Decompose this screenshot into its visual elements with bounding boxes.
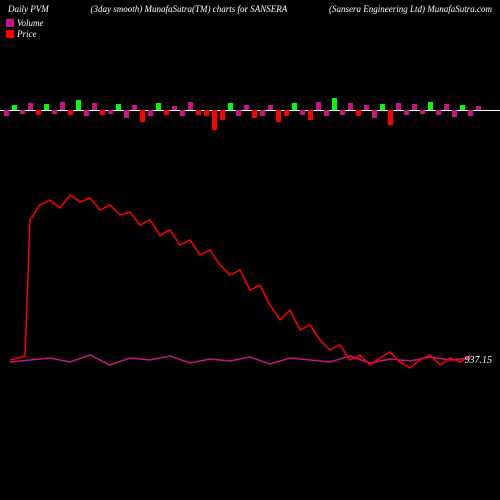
volume-bar [28,103,33,110]
volume-bar [12,105,17,110]
volume-bar [148,110,153,116]
legend-label-price: Price [17,29,37,39]
volume-line [10,355,470,365]
volume-bar [84,110,89,116]
volume-bar [332,98,337,110]
header-center-title: (3day smooth) MunafaSutra(TM) charts for… [91,4,288,14]
volume-bar [188,102,193,110]
volume-baseline [0,110,500,111]
volume-bar [164,110,169,115]
header-right-title: (Sansera Engineering Ltd) MunafaSutra.co… [329,4,492,14]
volume-bar [76,100,81,110]
current-price-label: 937.15 [465,355,493,366]
volume-bar [348,103,353,110]
volume-bar [268,105,273,110]
volume-bar [316,102,321,110]
header-left-title: Daily PVM [8,4,49,14]
volume-bar [444,104,449,110]
volume-bar [340,110,345,115]
volume-bar [244,105,249,110]
volume-oscillator-panel [0,80,500,140]
volume-bar [20,110,25,114]
volume-bar [468,110,473,116]
price-line-chart [10,180,470,410]
volume-bar [292,103,297,110]
chart-legend: Volume Price [6,18,44,40]
legend-item-volume: Volume [6,18,44,28]
volume-bar [44,104,49,110]
volume-bar [4,110,9,116]
volume-bar [476,106,481,110]
volume-bar [100,110,105,115]
chart-header: Daily PVM (3day smooth) MunafaSutra(TM) … [0,4,500,14]
legend-item-price: Price [6,29,44,39]
price-line [10,195,470,368]
volume-bar [116,104,121,110]
volume-bar [364,105,369,110]
volume-bar [228,103,233,110]
volume-bar [396,103,401,110]
volume-bar [380,104,385,110]
volume-bar [60,102,65,110]
volume-bar [428,102,433,110]
volume-bar [212,110,217,130]
volume-bar [140,110,145,122]
volume-bar [108,110,113,114]
volume-bar [356,110,361,116]
price-chart-panel [10,180,470,410]
volume-bar [308,110,313,120]
volume-bar [36,110,41,115]
volume-bar [420,110,425,114]
volume-bar [452,110,457,117]
volume-bar [52,110,57,114]
volume-bar [460,105,465,110]
volume-bar [196,110,201,115]
volume-bar [204,110,209,116]
volume-bar [388,110,393,125]
volume-bar [436,110,441,115]
volume-bar [156,103,161,110]
volume-bar [260,110,265,116]
volume-bar [252,110,257,118]
legend-swatch-price [6,30,14,38]
volume-bar [172,106,177,110]
volume-bar [404,110,409,115]
volume-bar [324,110,329,116]
volume-bar [132,105,137,110]
volume-bar [276,110,281,122]
legend-swatch-volume [6,19,14,27]
volume-bar [124,110,129,118]
volume-bar [92,103,97,110]
volume-bar [236,110,241,116]
volume-bar [300,110,305,115]
legend-label-volume: Volume [17,18,44,28]
volume-bar [68,110,73,115]
volume-bar [220,110,225,120]
volume-bar [412,104,417,110]
volume-bar [372,110,377,118]
volume-bar [284,110,289,116]
volume-bar [180,110,185,116]
